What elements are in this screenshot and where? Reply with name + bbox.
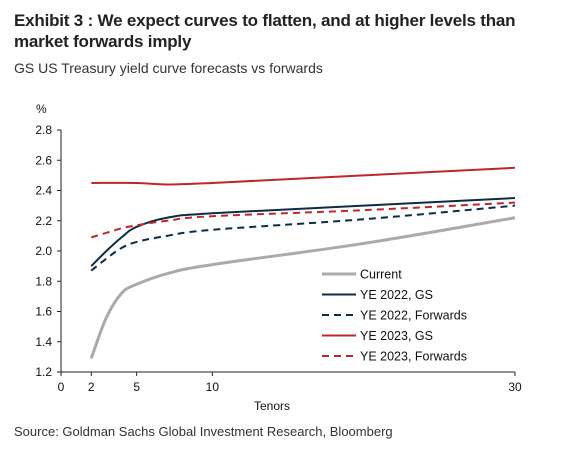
y-tick-label: 2.6 [35, 153, 52, 167]
series-line-ye-2023-forwards [90, 201, 516, 239]
legend-label-ye-2022-gs: YE 2022, GS [360, 288, 433, 302]
legend-label-ye-2023-gs: YE 2023, GS [360, 329, 433, 343]
y-tick-label: 2.8 [35, 123, 52, 137]
chart-title: Exhibit 3 : We expect curves to flatten,… [14, 11, 516, 51]
legend-label-current: Current [360, 268, 402, 282]
y-tick-label: 2.2 [35, 214, 52, 228]
x-tick-label: 10 [206, 380, 220, 394]
series-line-ye-2022-forwards [90, 204, 516, 272]
x-tick-label: 5 [133, 380, 140, 394]
chart-series [89, 166, 516, 359]
x-tick-label: 0 [58, 380, 65, 394]
series-line-ye-2023-gs [91, 166, 516, 186]
x-tick-label: 30 [508, 380, 522, 394]
legend-label-ye-2022-forwards: YE 2022, Forwards [360, 309, 467, 323]
x-axis-label: Tenors [254, 399, 290, 413]
y-tick-label: 1.2 [35, 365, 52, 379]
legend-label-ye-2023-forwards: YE 2023, Forwards [360, 350, 467, 364]
x-tick-label: 2 [88, 380, 95, 394]
y-tick-label: 1.8 [35, 274, 52, 288]
chart-legend: Current YE 2022, GS YE 2022, Forwards YE 20… [322, 268, 467, 364]
chart-source: Source: Goldman Sachs Global Investment … [14, 424, 393, 439]
series-line-ye-2022-gs [90, 197, 516, 267]
y-axis-label: % [36, 102, 47, 116]
chart-subtitle: GS US Treasury yield curve forecasts vs … [14, 60, 323, 76]
y-tick-label: 2.4 [35, 184, 52, 198]
series-line-current [89, 216, 516, 359]
y-tick-label: 1.4 [35, 335, 52, 349]
chart-axes: 1.2 1.4 1.6 1.8 2.0 2.2 2.4 2.6 2.8 0 2 5 10 30 [35, 123, 522, 394]
y-tick-label: 1.6 [35, 305, 52, 319]
y-tick-label: 2.0 [35, 244, 52, 258]
